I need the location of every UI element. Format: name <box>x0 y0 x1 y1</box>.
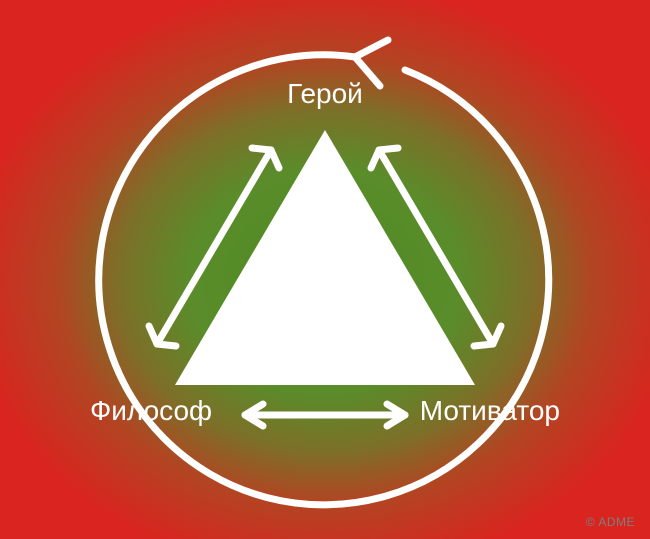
label-right: Мотиватор <box>420 395 560 427</box>
attribution: © ADME <box>586 515 635 529</box>
diagram-canvas: Герой Философ Мотиватор © ADME <box>0 0 650 539</box>
label-top: Герой <box>287 78 363 110</box>
center-triangle <box>175 130 475 385</box>
label-left: Философ <box>90 395 212 427</box>
arrow-bottom <box>245 404 405 426</box>
